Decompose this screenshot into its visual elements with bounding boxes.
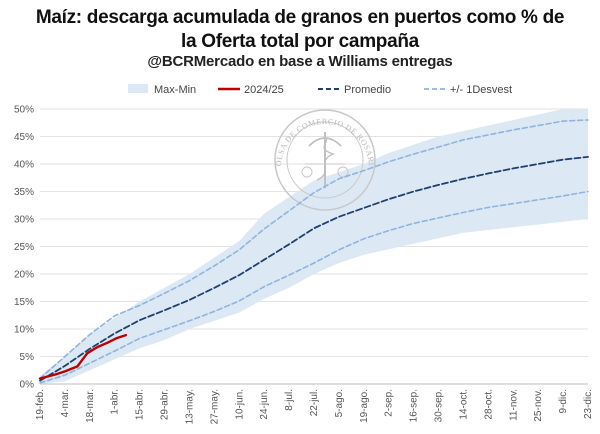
legend-label: Max-Min: [154, 84, 196, 96]
x-tick-label: 28-oct.: [483, 389, 494, 420]
x-tick-label: 19-ago.: [359, 389, 370, 423]
y-tick-label: 45%: [14, 132, 34, 143]
y-tick-label: 30%: [14, 215, 34, 226]
legend: Max-Min 2024/25 Promedio +/- 1Desvest: [128, 84, 512, 96]
y-tick-label: 10%: [14, 325, 34, 336]
series-line-promedio: [39, 155, 589, 382]
y-tick-label: 15%: [14, 297, 34, 308]
x-tick-label: 10-jun.: [234, 389, 245, 420]
x-tick-label: 5-ago.: [334, 389, 345, 417]
y-tick-label: 50%: [14, 105, 34, 116]
watermark-seal: BOLSA DE COMERCIO DE ROSARIO: [0, 0, 376, 211]
x-tick-label: 25-nov.: [533, 389, 544, 422]
y-tick-label: 20%: [14, 270, 34, 281]
band-layer: [40, 109, 588, 384]
y-tick-label: 0%: [20, 380, 35, 391]
band-max-min: [40, 109, 588, 384]
x-tick-label: 24-jun.: [259, 389, 270, 420]
series-line--1-desvest: [39, 190, 589, 384]
x-axis: 19-feb. 4-mar. 18-mar. 1-abr. 15-abr. 29-abr.…: [35, 383, 594, 424]
x-tick-label: 11-nov.: [508, 389, 519, 421]
x-tick-label: 30-sep.: [434, 389, 445, 422]
seal-emblem-pan-right: [337, 166, 349, 178]
x-tick-label: 13-may.: [184, 389, 195, 424]
x-tick-label: 18-mar.: [85, 389, 96, 423]
x-tick-label: 29-abr.: [160, 389, 171, 420]
chart-title-line1: Maíz: descarga acumulada de granos en pu…: [35, 7, 565, 28]
y-tick-label: 35%: [14, 187, 34, 198]
seal-emblem-pan-left: [301, 166, 313, 178]
y-tick-label: 40%: [14, 160, 34, 171]
x-tick-label: 2-sep.: [384, 389, 395, 417]
seal-inner-ring: [286, 121, 364, 199]
legend-label: Promedio: [344, 84, 391, 96]
x-tick-label: 16-sep.: [409, 389, 420, 422]
legend-label: 2024/25: [244, 84, 284, 96]
series-lines: [38, 119, 589, 384]
seal-emblem-snake: [316, 137, 335, 181]
x-tick-label: 15-abr.: [135, 389, 146, 420]
x-tick-label: 14-oct.: [458, 389, 469, 420]
series-line-2024-25: [38, 333, 128, 380]
y-axis: 0% 5% 10% 15% 20% 25% 30% 35% 40% 45% 50%: [14, 105, 34, 391]
series-line--1-desvest: [39, 119, 589, 380]
x-tick-label: 9-dic.: [558, 389, 569, 413]
chart-subtitle: @BCRMercado en base a Williams entregas: [147, 53, 453, 70]
x-tick-label: 8-jul.: [284, 389, 295, 411]
y-tick-label: 25%: [14, 242, 34, 253]
legend-swatch-max-min: [128, 84, 148, 93]
x-tick-label: 19-feb.: [35, 389, 46, 420]
x-tick-label: 27-may.: [209, 389, 220, 424]
chart-title-line2: la Oferta total por campaña: [181, 31, 419, 52]
seal-outer-ring: [274, 109, 376, 211]
legend-label: +/- 1Desvest: [450, 84, 512, 96]
y-tick-label: 5%: [20, 352, 35, 363]
x-tick-label: 4-mar.: [60, 389, 71, 417]
x-tick-label: 1-abr.: [110, 389, 121, 415]
x-tick-label: 22-jul.: [309, 389, 320, 416]
x-tick-label: 23-dic.: [583, 389, 594, 419]
